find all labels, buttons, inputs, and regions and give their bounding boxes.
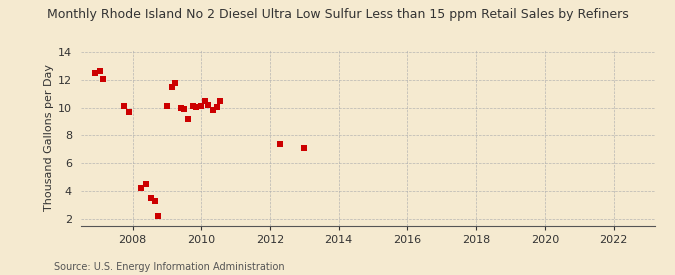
Point [95, 69, 105, 73]
Point [153, 214, 164, 219]
Point [170, 81, 181, 86]
Point [191, 105, 202, 109]
Point [196, 103, 207, 108]
Point [167, 85, 178, 89]
Point [179, 107, 190, 111]
Text: Monthly Rhode Island No 2 Diesel Ultra Low Sulfur Less than 15 ppm Retail Sales : Monthly Rhode Island No 2 Diesel Ultra L… [47, 8, 628, 21]
Point [141, 182, 152, 186]
Point [202, 103, 213, 107]
Y-axis label: Thousand Gallons per Day: Thousand Gallons per Day [44, 64, 54, 211]
Point [182, 117, 193, 121]
Point [149, 198, 160, 203]
Text: Source: U.S. Energy Information Administration: Source: U.S. Energy Information Administ… [54, 262, 285, 272]
Point [211, 105, 222, 109]
Point [136, 186, 146, 190]
Point [275, 142, 286, 146]
Point [146, 196, 157, 200]
Point [208, 108, 219, 112]
Point [299, 146, 310, 150]
Point [119, 104, 130, 109]
Point [187, 103, 198, 108]
Point [199, 98, 210, 103]
Point [124, 110, 134, 114]
Point [215, 98, 225, 103]
Point [161, 104, 172, 109]
Point [89, 71, 100, 75]
Point [176, 106, 186, 110]
Point [98, 77, 109, 81]
